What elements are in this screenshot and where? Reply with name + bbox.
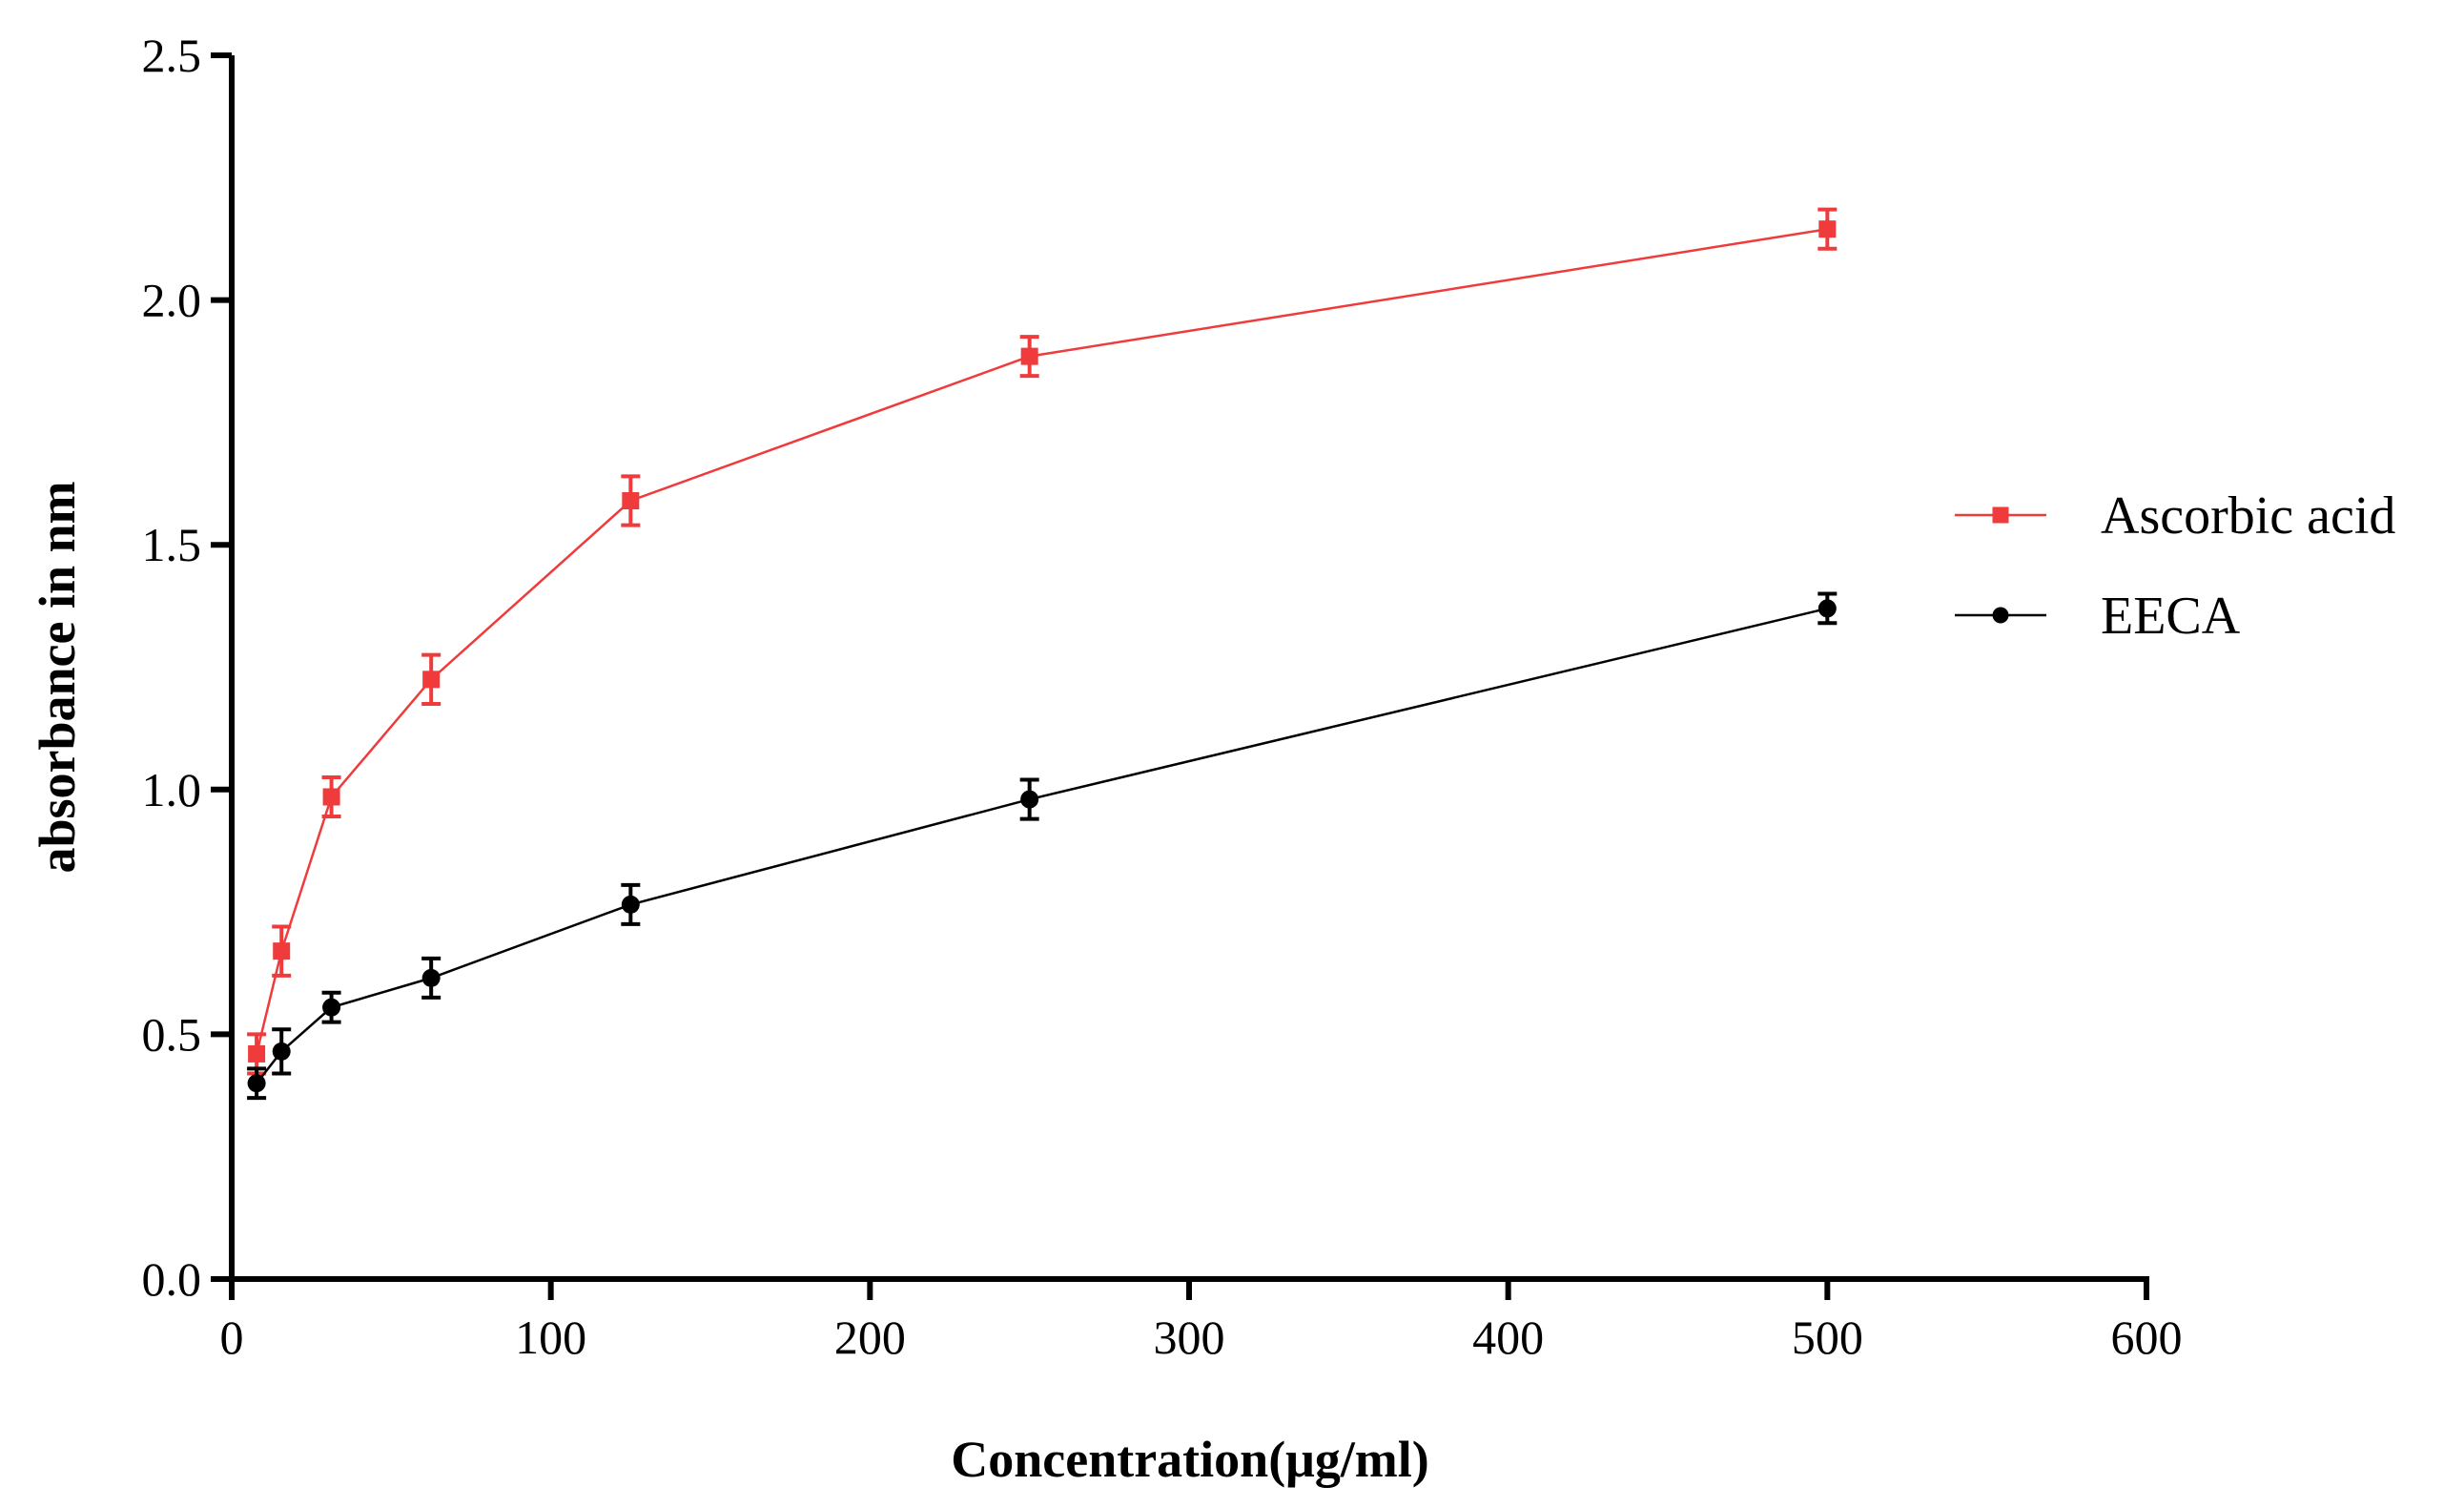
y-tick-label: 2.0 (142, 274, 202, 327)
x-tick-label: 600 (2111, 1311, 2183, 1364)
legend-label: Ascorbic acid (2101, 486, 2395, 546)
legend-item-ascorbic-acid: Ascorbic acid (1955, 486, 2395, 546)
x-tick-label: 300 (1154, 1311, 1225, 1364)
data-point (622, 492, 640, 510)
data-point (322, 788, 340, 806)
legend-marker (1992, 506, 2009, 524)
x-axis-title: Concentration(μg/ml) (951, 1431, 1429, 1488)
x-tick-label: 400 (1472, 1311, 1544, 1364)
data-point (322, 998, 341, 1017)
y-tick-label: 1.0 (142, 763, 202, 816)
x-tick-label: 0 (220, 1311, 244, 1364)
axes: 0.0 0.5 1.0 1.5 2.0 2.5 0 100 200 300 400 500 600 (142, 29, 2183, 1364)
legend-item-eeca: EECA (1955, 587, 2241, 646)
data-point (1818, 220, 1837, 238)
x-tick-label: 100 (515, 1311, 586, 1364)
series-ascorbic-acid (247, 207, 1838, 1076)
series-line (255, 227, 1828, 1055)
legend-label: EECA (2101, 587, 2241, 646)
y-tick-label: 1.5 (142, 518, 202, 571)
y-tick-label: 0.0 (142, 1252, 202, 1306)
y-tick-label: 0.5 (142, 1007, 202, 1061)
data-point (1817, 599, 1837, 618)
data-point (421, 968, 441, 987)
legend-marker (1992, 607, 2009, 624)
series-layer (247, 207, 1838, 1101)
series-line (256, 607, 1828, 1084)
data-point (1020, 790, 1039, 809)
x-tick-label: 500 (1792, 1311, 1863, 1364)
data-point (272, 1042, 291, 1061)
legend: Ascorbic acid EECA (1955, 486, 2395, 646)
data-point (247, 1074, 266, 1093)
series-eeca (247, 591, 1838, 1101)
data-point (422, 671, 441, 689)
y-tick-label: 2.5 (142, 29, 202, 82)
data-point (1020, 347, 1038, 365)
data-point (273, 942, 291, 960)
y-axis-title: absorbance in nm (29, 481, 86, 873)
data-point (621, 895, 640, 914)
x-tick-label: 200 (834, 1311, 906, 1364)
data-point (248, 1044, 266, 1063)
